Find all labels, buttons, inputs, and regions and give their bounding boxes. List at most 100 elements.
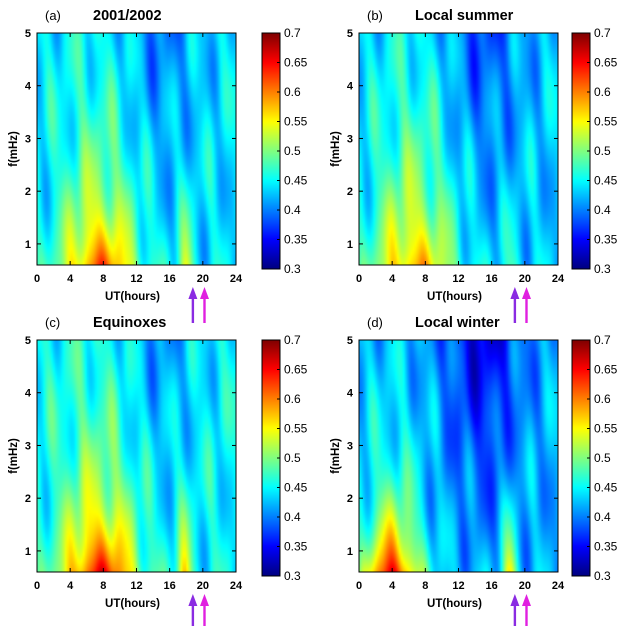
x-tick-label: 20 <box>519 273 531 285</box>
x-tick-label: 8 <box>422 273 428 285</box>
colorbar-tick-label: 0.45 <box>284 174 308 188</box>
colorbar-tick-label: 0.45 <box>594 481 618 495</box>
x-tick-label: 0 <box>356 580 362 592</box>
x-tick-label: 16 <box>164 580 176 592</box>
y-tick-label: 5 <box>347 335 353 347</box>
y-tick-label: 1 <box>347 239 353 251</box>
y-tick-label: 4 <box>347 388 354 400</box>
x-tick-label: 12 <box>452 273 464 285</box>
x-tick-label: 24 <box>552 580 565 592</box>
colorbar-tick-label: 0.3 <box>284 262 301 276</box>
colorbar-tick-label: 0.55 <box>284 422 308 436</box>
y-tick-label: 5 <box>347 28 353 40</box>
colorbar-tick-label: 0.35 <box>594 233 618 247</box>
heatmap-image <box>359 33 558 265</box>
x-tick-label: 4 <box>389 580 396 592</box>
heatmap-image <box>37 33 236 265</box>
marker-arrow <box>510 594 520 626</box>
colorbar-tick-label: 0.65 <box>284 56 308 70</box>
colorbar-tick-label: 0.4 <box>594 203 611 217</box>
x-tick-label: 12 <box>130 273 142 285</box>
x-tick-label: 4 <box>67 273 74 285</box>
x-tick-label: 12 <box>130 580 142 592</box>
x-tick-label: 0 <box>34 580 40 592</box>
y-tick-label: 4 <box>25 81 32 93</box>
y-tick-label: 2 <box>25 493 31 505</box>
y-tick-label: 1 <box>347 546 353 558</box>
y-tick-label: 3 <box>347 440 353 452</box>
colorbar-tick-label: 0.6 <box>594 85 611 99</box>
panel-label: (a) <box>45 8 61 23</box>
colorbar-tick-label: 0.5 <box>284 451 301 465</box>
colorbar-tick-label: 0.6 <box>284 85 301 99</box>
colorbar-tick-label: 0.7 <box>284 333 301 347</box>
colorbar-gradient <box>262 340 280 576</box>
x-axis-label: UT(hours) <box>427 598 482 610</box>
x-tick-label: 24 <box>230 580 243 592</box>
x-tick-label: 20 <box>197 580 209 592</box>
colorbar-tick-label: 0.3 <box>594 262 611 276</box>
marker-arrow <box>199 287 209 323</box>
colorbar-tick-label: 0.7 <box>594 333 611 347</box>
colorbar-tick-label: 0.5 <box>284 144 301 158</box>
colorbar-tick-label: 0.5 <box>594 144 611 158</box>
colorbar-tick-label: 0.35 <box>284 233 308 247</box>
x-tick-label: 8 <box>422 580 428 592</box>
heatmap-image <box>37 340 236 572</box>
y-axis-label: f(mHz) <box>8 131 20 167</box>
colorbar-tick-label: 0.3 <box>594 569 611 583</box>
colorbar-tick-label: 0.4 <box>594 510 611 524</box>
panel-label: (b) <box>367 8 383 23</box>
y-tick-label: 2 <box>347 493 353 505</box>
y-tick-label: 4 <box>25 388 32 400</box>
colorbar-tick-label: 0.4 <box>284 510 301 524</box>
colorbar-tick-label: 0.55 <box>594 115 618 129</box>
colorbar-tick-label: 0.55 <box>284 115 308 129</box>
x-tick-label: 24 <box>230 273 243 285</box>
heatmap-image <box>359 340 558 572</box>
colorbar-tick-label: 0.65 <box>284 363 308 377</box>
colorbar-tick-label: 0.7 <box>594 26 611 40</box>
y-tick-label: 2 <box>25 186 31 198</box>
y-axis-label: f(mHz) <box>330 131 342 167</box>
marker-arrow <box>521 287 531 323</box>
marker-arrow <box>188 287 198 323</box>
y-tick-label: 4 <box>347 81 354 93</box>
x-tick-label: 16 <box>164 273 176 285</box>
colorbar-tick-label: 0.7 <box>284 26 301 40</box>
x-tick-label: 4 <box>67 580 74 592</box>
colorbar-tick-label: 0.45 <box>284 481 308 495</box>
marker-arrow <box>521 594 531 626</box>
colorbar-tick-label: 0.6 <box>594 392 611 406</box>
panel-title: 2001/2002 <box>93 8 162 24</box>
x-tick-label: 0 <box>34 273 40 285</box>
colorbar-tick-label: 0.65 <box>594 56 618 70</box>
colorbar-tick-label: 0.4 <box>284 203 301 217</box>
y-tick-label: 5 <box>25 28 31 40</box>
y-tick-label: 3 <box>25 133 31 145</box>
x-tick-label: 4 <box>389 273 396 285</box>
x-tick-label: 12 <box>452 580 464 592</box>
colorbar-tick-label: 0.45 <box>594 174 618 188</box>
colorbar-tick-label: 0.6 <box>284 392 301 406</box>
colorbar-tick-label: 0.35 <box>284 540 308 554</box>
x-tick-label: 20 <box>519 580 531 592</box>
marker-arrow <box>510 287 520 323</box>
marker-arrow <box>188 594 198 626</box>
x-axis-label: UT(hours) <box>427 291 482 303</box>
x-tick-label: 0 <box>356 273 362 285</box>
x-tick-label: 20 <box>197 273 209 285</box>
y-tick-label: 2 <box>347 186 353 198</box>
x-tick-label: 16 <box>486 580 498 592</box>
y-tick-label: 1 <box>25 239 31 251</box>
x-tick-label: 8 <box>100 580 106 592</box>
y-axis-label: f(mHz) <box>8 438 20 474</box>
y-tick-label: 3 <box>25 440 31 452</box>
marker-arrow <box>199 594 209 626</box>
y-tick-label: 1 <box>25 546 31 558</box>
